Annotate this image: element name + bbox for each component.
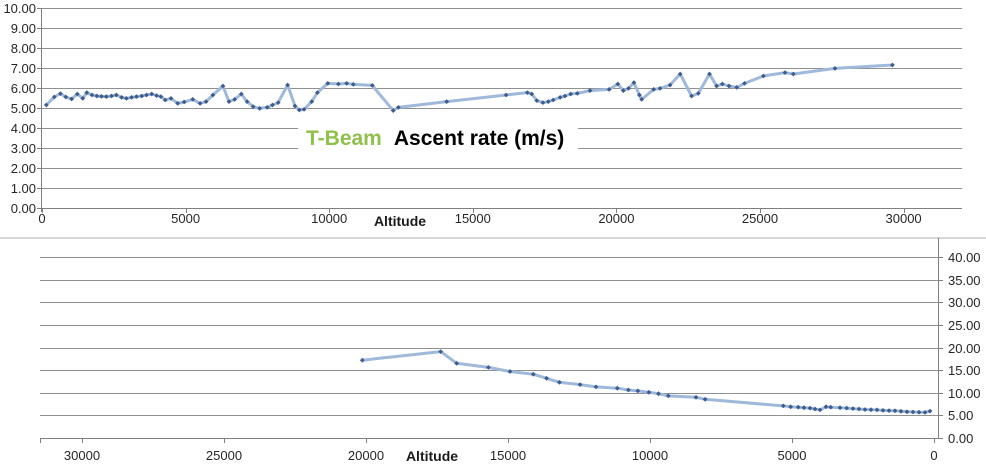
x-tick-label: 0 [930, 448, 938, 463]
y-tick-label: 10.00 [3, 1, 36, 16]
ascent-title-text: Ascent rate (m/s) [393, 127, 565, 150]
x-tick-label: 25000 [205, 448, 243, 463]
y-tick-label: 40.00 [948, 250, 981, 265]
y-tick-label: 35.00 [948, 272, 981, 288]
data-series-line [44, 63, 894, 113]
x-tick-label: 15000 [454, 211, 491, 226]
y-tick-label: 5.00 [948, 408, 974, 424]
y-tick-label: 0.00 [10, 201, 36, 216]
y-tick-label: 8.00 [10, 41, 36, 56]
x-tick-label: 20000 [598, 211, 635, 226]
y-tick-label: 1.00 [10, 181, 36, 196]
data-series-line [360, 350, 932, 414]
ascent-chart-title: T-Beam Ascent rate (m/s) [298, 126, 579, 152]
y-tick-label: 2.00 [10, 161, 36, 176]
x-tick-label: 30000 [63, 448, 101, 463]
x-tick-label: 15000 [489, 448, 527, 463]
descent-rate-chart: Descent rate (m/s) Altitude 40.0035.0030… [0, 237, 986, 469]
ascent-rate-chart: T-Beam Ascent rate (m/s) Altitude 10.00 9.… [3, 1, 962, 229]
descent-x-axis-title: Altitude [405, 448, 459, 464]
y-tick-label: 10.00 [948, 385, 981, 401]
y-tick-label: 3.00 [10, 141, 36, 156]
x-tick-label: 10000 [311, 211, 348, 226]
y-tick-label: 5.00 [10, 101, 36, 116]
descent-plot-area [0, 237, 986, 443]
data-series-markers [43, 62, 895, 113]
y-tick-label: 6.00 [10, 81, 36, 96]
ascent-title-highlight: T-Beam [306, 127, 382, 150]
y-tick-label: 20.00 [948, 340, 981, 356]
x-tick-label: 25000 [741, 211, 779, 226]
y-tick-label: 30.00 [948, 295, 981, 311]
x-tick-label: 30000 [885, 211, 922, 226]
y-tick-label: 4.00 [10, 121, 36, 136]
y-tick-label: 9.00 [10, 21, 36, 36]
y-tick-label: 0.00 [948, 431, 974, 446]
y-tick-label: 7.00 [10, 61, 36, 76]
ascent-x-axis-title: Altitude [373, 213, 427, 229]
y-tick-label: 15.00 [948, 363, 981, 379]
x-tick-label: 20000 [347, 448, 385, 463]
x-tick-label: 5000 [171, 211, 201, 226]
data-series-markers [359, 349, 933, 415]
x-tick-label: 10000 [631, 448, 669, 463]
x-tick-label: 5000 [777, 448, 807, 463]
ascent-plot-area [37, 8, 962, 213]
x-tick-label: 0 [38, 211, 46, 226]
y-tick-label: 25.00 [948, 317, 981, 333]
